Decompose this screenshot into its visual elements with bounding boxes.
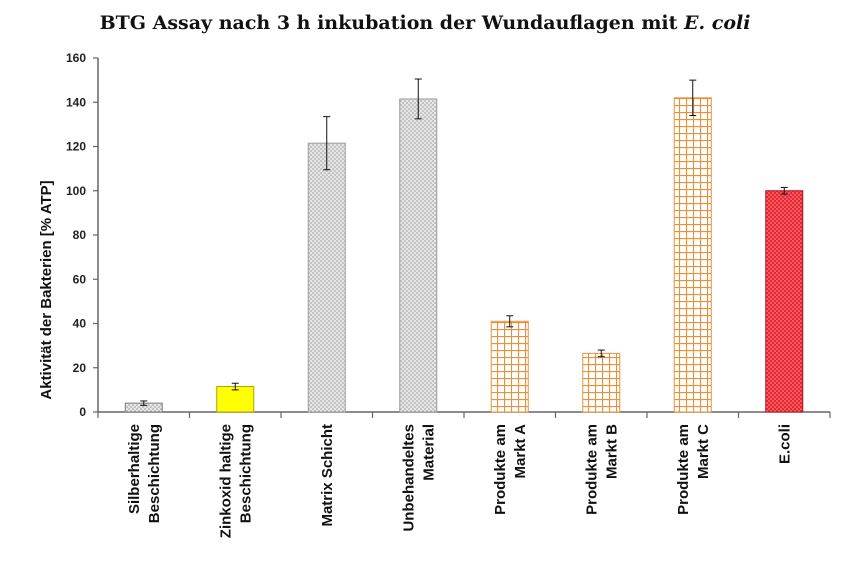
- bars: [124, 97, 804, 413]
- category-label: Produkte am Markt C: [675, 424, 712, 515]
- category-label: Silberhaltige Beschichtung: [126, 424, 163, 523]
- category-label: Unbehandeltes Material: [400, 424, 437, 532]
- bar: [307, 142, 346, 413]
- category-label-line: Markt A: [512, 424, 529, 479]
- chart-title-text: BTG Assay nach 3 h inkubation der Wundau…: [99, 12, 685, 34]
- chart-title: BTG Assay nach 3 h inkubation der Wundau…: [0, 12, 850, 34]
- category-label-line: Produkte am: [492, 424, 509, 515]
- category-labels: Silberhaltige Beschichtung Zinkoxid haltig…: [126, 424, 794, 538]
- bar: [765, 190, 804, 413]
- chart-title-italic: E. coli: [684, 12, 751, 34]
- y-tick-label: 60: [73, 272, 87, 286]
- y-tick-label: 140: [66, 95, 86, 109]
- category-label-line: Material: [420, 424, 437, 481]
- bar: [582, 352, 621, 413]
- y-tick-label: 40: [73, 317, 87, 331]
- category-label-line: Produkte am: [583, 424, 600, 515]
- y-axis-label: Aktivität der Bakterien [% ATP]: [38, 180, 55, 399]
- category-label-line: Zinkoxid haltige: [217, 424, 234, 538]
- category-label-line: Markt B: [603, 424, 620, 479]
- category-label-line: Beschichtung: [237, 424, 254, 523]
- category-label-line: Produkte am: [675, 424, 692, 515]
- y-tick-label: 80: [73, 228, 87, 242]
- category-label: Matrix Schicht: [319, 424, 336, 527]
- y-tick-label: 100: [66, 184, 86, 198]
- bar: [673, 97, 712, 413]
- bar: [490, 320, 529, 413]
- bar: [399, 98, 438, 413]
- category-label: E.coli: [776, 424, 793, 464]
- y-tick-label: 120: [66, 140, 86, 154]
- error-bars: [140, 78, 788, 406]
- axes: 0 20 40 60 80 100 120 140 160: [66, 51, 831, 419]
- category-label: Produkte am Markt A: [492, 424, 529, 515]
- category-label-line: E.coli: [776, 424, 793, 464]
- category-label-line: Markt C: [695, 424, 712, 479]
- category-label-line: Unbehandeltes: [400, 424, 417, 532]
- y-tick-label: 0: [79, 405, 86, 419]
- category-label: Produkte am Markt B: [583, 424, 620, 515]
- y-tick-label: 20: [73, 361, 87, 375]
- category-label-line: Silberhaltige: [126, 424, 143, 514]
- category-label-line: Beschichtung: [146, 424, 163, 523]
- category-label: Zinkoxid haltige Beschichtung: [217, 424, 254, 538]
- y-tick-label: 160: [66, 51, 86, 65]
- category-label-line: Matrix Schicht: [319, 424, 336, 527]
